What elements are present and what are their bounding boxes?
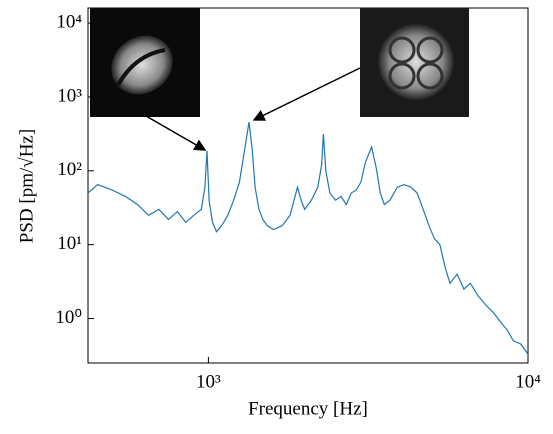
x-axis-label: Frequency [Hz] <box>248 398 368 419</box>
inset-image-left <box>90 8 200 117</box>
y-tick-label: 10⁴ <box>56 11 82 32</box>
x-tick-label: 10⁴ <box>515 371 541 392</box>
y-axis-label: PSD [pm/√Hz] <box>16 129 37 243</box>
y-tick-label: 10⁰ <box>55 307 82 328</box>
y-tick-label: 10² <box>57 159 82 180</box>
x-tick-label: 10³ <box>196 371 221 392</box>
arrow <box>252 67 361 121</box>
data-line <box>87 121 529 355</box>
y-tick-label: 10³ <box>57 85 82 106</box>
arrow <box>145 115 207 151</box>
plot-frame <box>87 7 529 364</box>
plot-area <box>87 121 529 355</box>
inset-image-right <box>360 8 469 117</box>
y-tick-label: 10¹ <box>57 233 82 254</box>
